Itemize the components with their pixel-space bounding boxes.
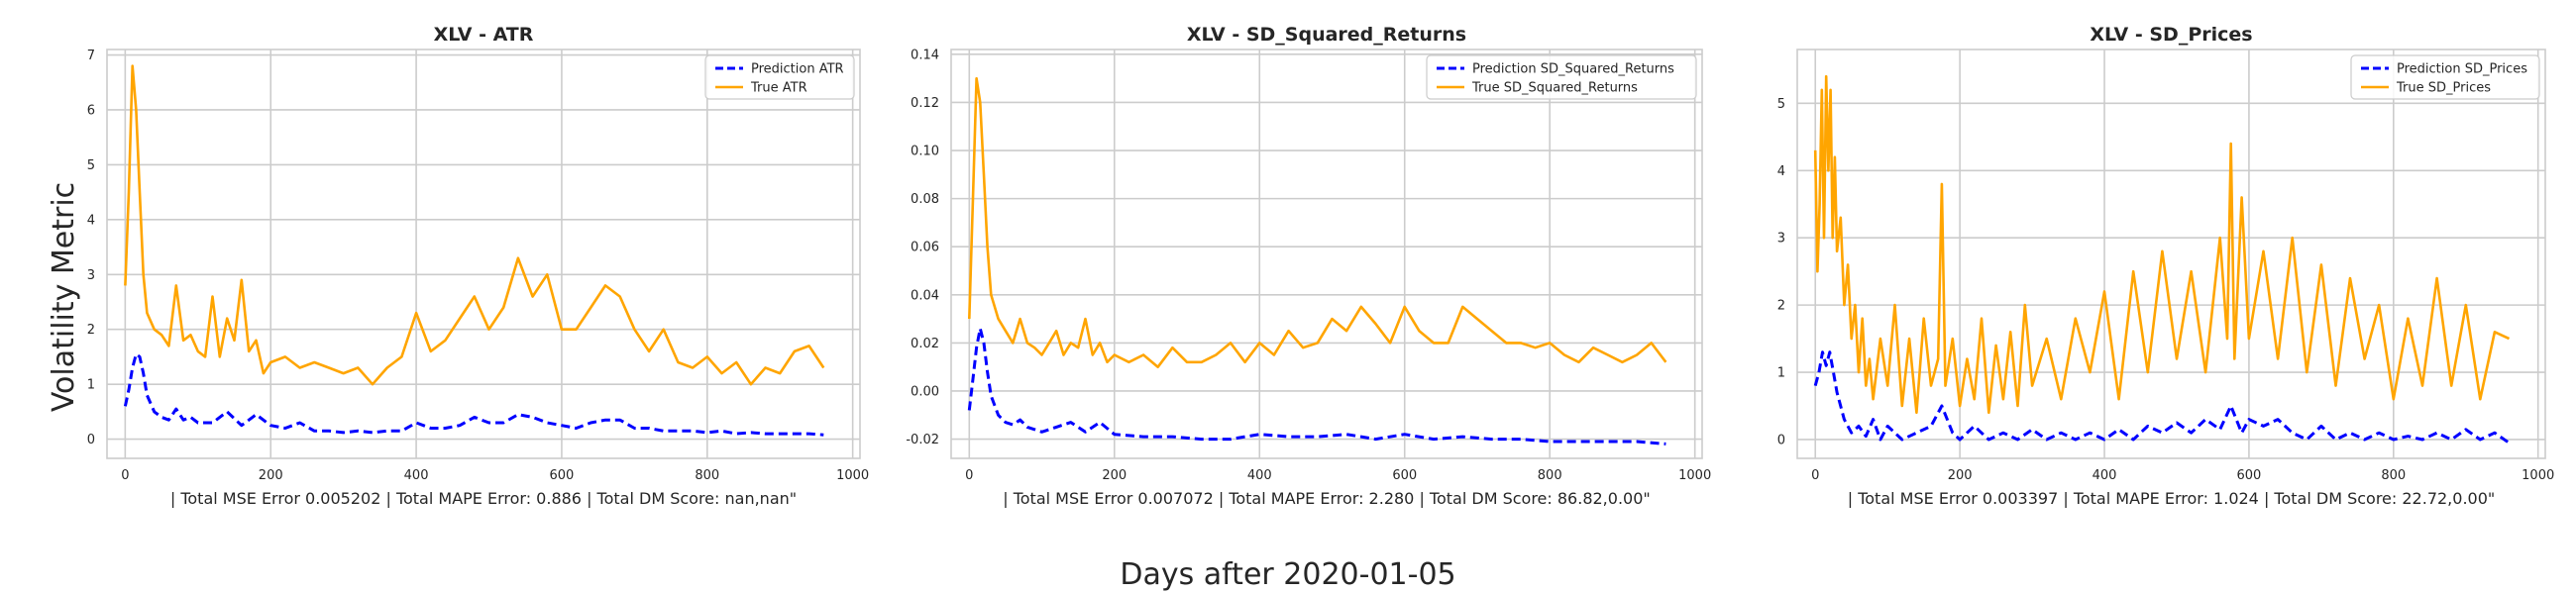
chart-title: XLV - SD_Squared_Returns xyxy=(1187,24,1466,46)
y-tick-label: 1 xyxy=(87,378,95,393)
y-tick-label: 0.02 xyxy=(911,337,939,351)
y-tick-label: 2 xyxy=(87,323,95,338)
x-tick-label: 600 xyxy=(2237,468,2262,483)
chart-title: XLV - ATR xyxy=(434,24,534,46)
plot-frame xyxy=(106,49,861,459)
x-tick-label: 200 xyxy=(1102,468,1127,483)
x-tick-label: 1000 xyxy=(1678,468,1711,483)
y-tick-label: 0.00 xyxy=(911,384,939,399)
y-tick-label: 1 xyxy=(1777,366,1785,381)
y-tick-label: 5 xyxy=(87,158,95,173)
legend-entry: Prediction ATR xyxy=(751,62,844,77)
x-tick-label: 200 xyxy=(259,468,283,483)
legend-entry: True SD_Prices xyxy=(2396,81,2491,96)
x-tick-label: 1000 xyxy=(836,468,869,483)
figure-ylabel: Volatility Metric xyxy=(47,182,81,412)
x-tick-label: 400 xyxy=(1247,468,1272,483)
y-tick-label: 0.10 xyxy=(911,145,939,159)
x-tick-label: 600 xyxy=(1392,468,1417,483)
y-tick-label: -0.02 xyxy=(906,433,939,447)
legend-entry: Prediction SD_Squared_Returns xyxy=(1472,62,1674,77)
x-axis-label: | Total MSE Error 0.003397 | Total MAPE … xyxy=(1848,489,2496,508)
y-tick-label: 4 xyxy=(87,213,95,228)
y-tick-label: 0.06 xyxy=(911,241,939,255)
prediction-series-line xyxy=(967,327,1666,446)
x-axis-label: | Total MSE Error 0.005202 | Total MAPE … xyxy=(170,489,797,508)
y-tick-label: 3 xyxy=(1777,232,1785,247)
y-tick-label: 2 xyxy=(1777,299,1785,314)
y-tick-label: 0 xyxy=(87,433,95,447)
y-tick-label: 3 xyxy=(87,268,95,283)
legend-entry: True SD_Squared_Returns xyxy=(1471,81,1638,96)
chart-panel-1: 0 200 400 600 800 1000 0 1 2 3 4 5 6 7 XLV - ATR | Tota… xyxy=(87,24,869,508)
legend-entry: True ATR xyxy=(750,81,807,96)
y-tick-label: 0.08 xyxy=(911,192,939,207)
prediction-series-line xyxy=(1813,350,2511,445)
plot-frame xyxy=(950,49,1703,459)
true-series-line xyxy=(124,64,825,386)
x-tick-label: 0 xyxy=(965,468,973,483)
y-tick-label: 0 xyxy=(1777,433,1785,447)
x-tick-label: 200 xyxy=(1948,468,1973,483)
x-tick-label: 400 xyxy=(404,468,429,483)
legend-box xyxy=(1426,54,1697,100)
y-tick-label: 4 xyxy=(1777,164,1785,179)
y-tick-label: 0.12 xyxy=(911,96,939,111)
x-tick-label: 600 xyxy=(550,468,575,483)
chart-panel-3: 0 200 400 600 800 1000 0 1 2 3 4 5 XLV - SD_Prices | … xyxy=(1777,24,2555,508)
y-tick-label: 7 xyxy=(87,49,95,63)
x-tick-label: 800 xyxy=(695,468,719,483)
legend-entry: Prediction SD_Prices xyxy=(2397,62,2527,77)
y-tick-label: 0.14 xyxy=(911,48,939,62)
true-series-line xyxy=(968,76,1667,368)
x-axis-label: | Total MSE Error 0.007072 | Total MAPE … xyxy=(1003,489,1651,508)
prediction-series-line xyxy=(123,352,824,437)
y-tick-label: 0.04 xyxy=(911,288,939,303)
y-tick-label: 5 xyxy=(1777,97,1785,112)
chart-title: XLV - SD_Prices xyxy=(2090,24,2252,46)
true-series-line xyxy=(1813,74,2511,415)
x-tick-label: 1000 xyxy=(2522,468,2554,483)
y-tick-label: 6 xyxy=(87,103,95,118)
x-tick-label: 400 xyxy=(2093,468,2117,483)
x-tick-label: 800 xyxy=(2381,468,2406,483)
plot-frame xyxy=(1796,49,2546,459)
chart-panel-2: 0 200 400 600 800 1000 -0.02 0.00 0.02 0.04 0.06 0.… xyxy=(906,24,1711,508)
x-tick-label: 0 xyxy=(1811,468,1819,483)
x-tick-label: 0 xyxy=(121,468,129,483)
legend-box xyxy=(2350,54,2540,100)
x-tick-label: 800 xyxy=(1538,468,1562,483)
figure-xlabel: Days after 2020-01-05 xyxy=(1120,557,1455,592)
